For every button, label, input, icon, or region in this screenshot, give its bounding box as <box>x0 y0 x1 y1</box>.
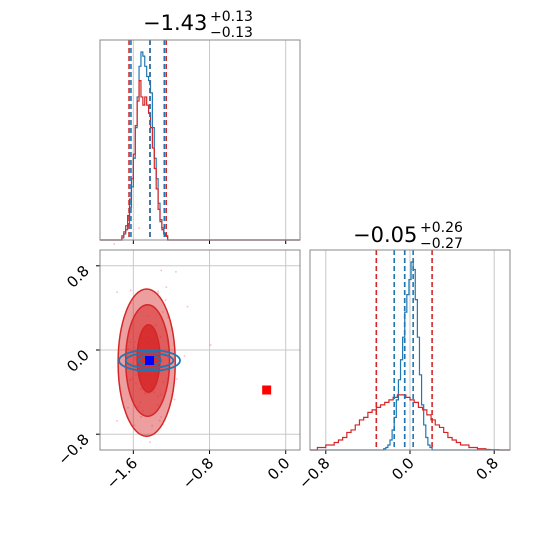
title-param2: −0.05 +0.26 −0.27 <box>353 220 463 252</box>
histogram-panel-param1 <box>99 39 301 244</box>
blue-contour-1 <box>124 352 175 369</box>
joint-x-tick-label-0: −1.6 <box>103 454 141 492</box>
scatter-point <box>160 269 163 272</box>
scatter-point <box>160 416 163 418</box>
scatter-point <box>186 305 189 308</box>
joint-x-tick-label-1: −0.8 <box>179 454 217 492</box>
joint-panel <box>96 227 301 454</box>
title-param1-value: −1.43 <box>143 11 207 35</box>
scatter-point <box>133 424 136 427</box>
red-marker <box>262 385 272 395</box>
histogram-frame <box>309 249 511 451</box>
title-param1-minus: −0.13 <box>210 25 253 41</box>
scatter-point <box>129 289 132 292</box>
scatter-point <box>174 270 177 273</box>
histogram-panel-param2 <box>309 249 511 454</box>
scatter-point <box>175 377 178 380</box>
title-param1-plus: +0.13 <box>210 9 253 25</box>
scatter-point <box>151 424 154 427</box>
histogram-frame <box>99 39 301 241</box>
scatter-point <box>183 355 186 357</box>
scatter-point <box>116 291 119 294</box>
title-param1: −1.43 +0.13 −0.13 <box>143 9 253 41</box>
blue-contour-0 <box>118 349 181 372</box>
scatter-point <box>165 286 168 289</box>
joint-y-tick-label-1: 0.0 <box>63 346 93 376</box>
scatter-point <box>164 299 167 301</box>
histogram-blue-series <box>100 51 300 241</box>
scatter-point <box>140 415 143 418</box>
scatter-point <box>149 441 151 444</box>
scatter-point <box>116 419 119 422</box>
title-param2-value: −0.05 <box>353 223 417 247</box>
histogram-red-series <box>310 394 510 451</box>
scatter-point <box>138 227 141 230</box>
scatter-point <box>209 344 212 346</box>
hist2-x-tick-label-1: 0.0 <box>388 454 418 484</box>
histogram-red-series <box>100 80 300 241</box>
scatter-point <box>158 419 161 422</box>
hist2-x-tick-label-0: −0.8 <box>295 454 333 492</box>
hist2-x-tick-label-2: 0.8 <box>472 454 502 484</box>
scatter-point <box>157 290 159 293</box>
scatter-point <box>162 311 164 313</box>
title-param2-minus: −0.27 <box>420 236 463 252</box>
joint-y-tick-label-0: −0.8 <box>54 430 92 468</box>
scatter-point <box>127 406 129 409</box>
title-param2-plus: +0.26 <box>420 220 463 236</box>
scatter-point <box>173 398 176 401</box>
scatter-point <box>113 243 116 245</box>
joint-x-tick-label-2: 0.0 <box>264 454 294 484</box>
blue-marker <box>145 356 155 366</box>
joint-frame <box>99 249 301 451</box>
joint-y-tick-label-2: 0.8 <box>63 262 93 292</box>
histogram-blue-series <box>310 261 510 451</box>
